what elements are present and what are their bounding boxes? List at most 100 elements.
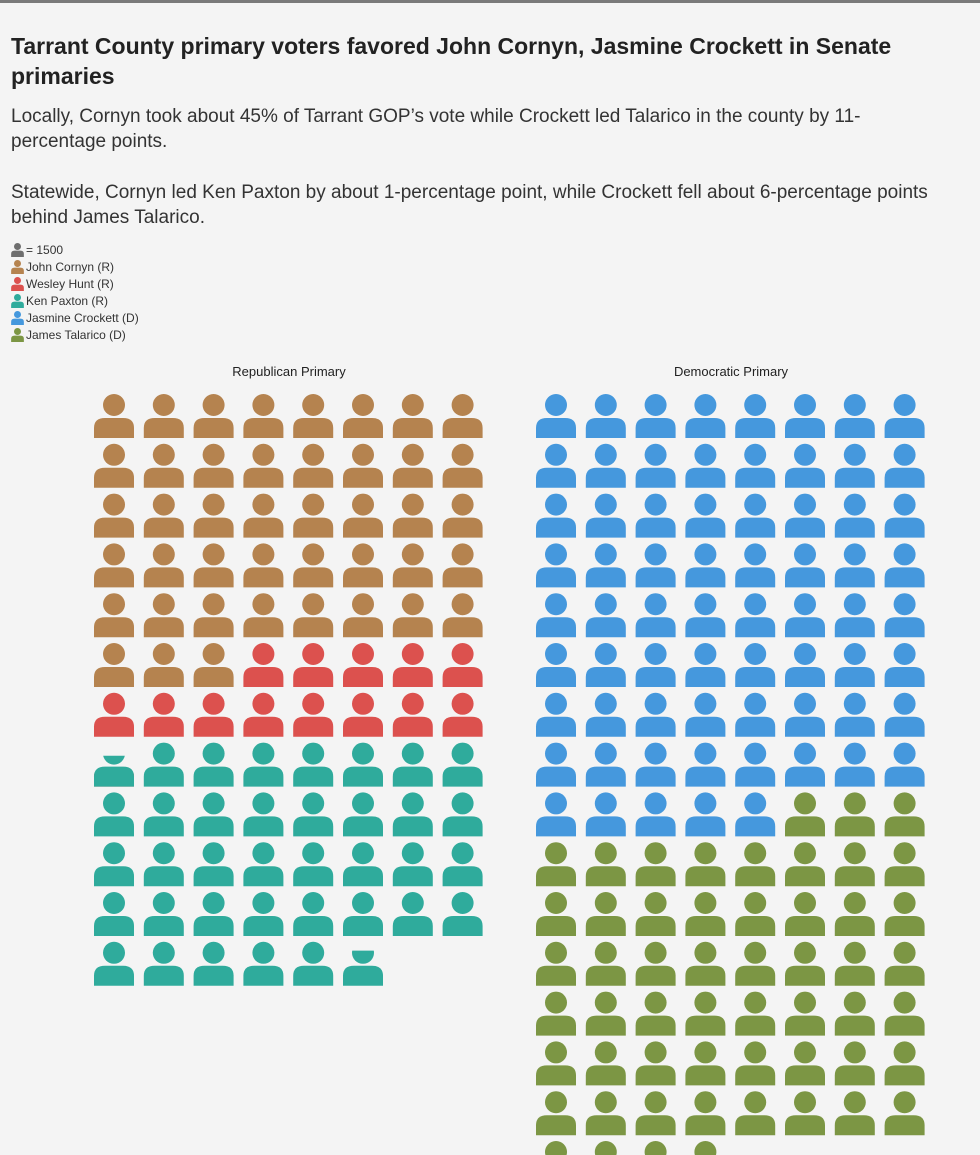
- person-icon: [685, 792, 726, 837]
- person-icon: [635, 643, 676, 687]
- person-icon: [343, 842, 383, 887]
- person-icon: [392, 643, 433, 687]
- person-icon: [585, 792, 626, 837]
- series-james-talarico-d: [536, 792, 925, 1155]
- legend-item-talarico: James Talarico (D): [11, 326, 139, 343]
- person-icon: [243, 742, 284, 787]
- person-icon: [735, 394, 776, 438]
- person-icon: [585, 593, 626, 638]
- legend-item-crockett: Jasmine Crockett (D): [11, 309, 139, 326]
- person-icon: [735, 991, 776, 1036]
- top-border: [0, 0, 980, 3]
- person-icon: [585, 941, 626, 986]
- person-icon: [243, 842, 284, 887]
- person-icon: [834, 842, 875, 887]
- person-icon: [392, 792, 433, 837]
- person-icon: [735, 1141, 775, 1155]
- person-icon: [392, 892, 433, 936]
- person-icon: [785, 1041, 825, 1086]
- person-icon: [343, 742, 383, 787]
- person-icon: [884, 593, 925, 638]
- person-icon: [635, 692, 676, 737]
- person-icon: [585, 493, 626, 538]
- person-icon: [834, 394, 875, 438]
- person-icon: [193, 842, 234, 887]
- person-icon: [442, 543, 483, 588]
- person-icon: [11, 310, 24, 325]
- legend-item-paxton: Ken Paxton (R): [11, 292, 139, 309]
- person-icon: [585, 742, 626, 787]
- person-icon: [442, 692, 483, 737]
- person-icon: [735, 941, 776, 986]
- person-icon: [884, 941, 925, 986]
- person-icon: [442, 493, 483, 538]
- person-icon: [392, 692, 433, 737]
- person-icon: [735, 742, 776, 787]
- person-icon: [293, 692, 334, 737]
- person-icon: [735, 543, 776, 588]
- person-icon: [635, 792, 676, 837]
- person-icon: [735, 1041, 776, 1086]
- person-icon: [143, 941, 184, 986]
- person-icon: [834, 493, 875, 538]
- person-icon: [635, 1041, 676, 1086]
- person-icon: [442, 643, 483, 687]
- person-icon: [94, 543, 134, 588]
- person-icon: [536, 394, 576, 438]
- person-icon: [685, 1091, 726, 1136]
- person-icon: [143, 493, 184, 538]
- person-icon: [392, 593, 433, 638]
- person-icon: [343, 643, 383, 687]
- person-icon: [94, 842, 134, 887]
- person-icon: [94, 394, 134, 438]
- person-icon: [143, 892, 184, 936]
- person-icon: [143, 593, 184, 638]
- person-icon: [585, 892, 626, 936]
- person-icon: [834, 1091, 875, 1136]
- person-icon: [635, 842, 676, 887]
- person-icon: [644, 1141, 667, 1155]
- person-icon: [193, 692, 234, 737]
- person-icon: [343, 543, 383, 588]
- person-icon: [442, 742, 483, 787]
- person-icon: [193, 941, 234, 986]
- person-icon: [834, 991, 875, 1036]
- person-icon: [94, 643, 134, 687]
- person-icon: [293, 643, 334, 687]
- person-icon: [735, 593, 776, 638]
- person-icon: [685, 593, 726, 638]
- person-icon: [193, 593, 234, 638]
- person-icon: [834, 692, 875, 737]
- person-icon: [94, 755, 134, 787]
- person-icon: [392, 742, 433, 787]
- person-icon: [884, 842, 925, 887]
- person-icon: [536, 941, 576, 986]
- person-icon: [392, 543, 433, 588]
- person-icon: [343, 493, 383, 538]
- person-icon: [293, 742, 334, 787]
- person-icon: [735, 1091, 776, 1136]
- person-icon: [785, 792, 825, 837]
- person-icon: [685, 692, 726, 737]
- person-icon: [834, 892, 875, 936]
- person-icon: [635, 543, 676, 588]
- person-icon: [785, 543, 825, 588]
- person-icon: [293, 543, 334, 588]
- person-icon: [834, 443, 875, 488]
- person-icon: [585, 1091, 626, 1136]
- person-icon: [392, 443, 433, 488]
- person-icon: [243, 692, 284, 737]
- legend-item-label: John Cornyn (R): [26, 259, 115, 274]
- person-icon: [785, 842, 825, 887]
- person-icon: [834, 941, 875, 986]
- person-icon: [143, 443, 184, 488]
- person-icon: [834, 792, 875, 837]
- person-icon: [11, 276, 24, 291]
- person-icon: [585, 443, 626, 488]
- person-icon: [442, 892, 483, 936]
- person-icon: [884, 742, 925, 787]
- person-icon: [193, 443, 234, 488]
- person-icon: [94, 493, 134, 538]
- person-icon: [536, 991, 576, 1036]
- person-icon: [585, 991, 626, 1036]
